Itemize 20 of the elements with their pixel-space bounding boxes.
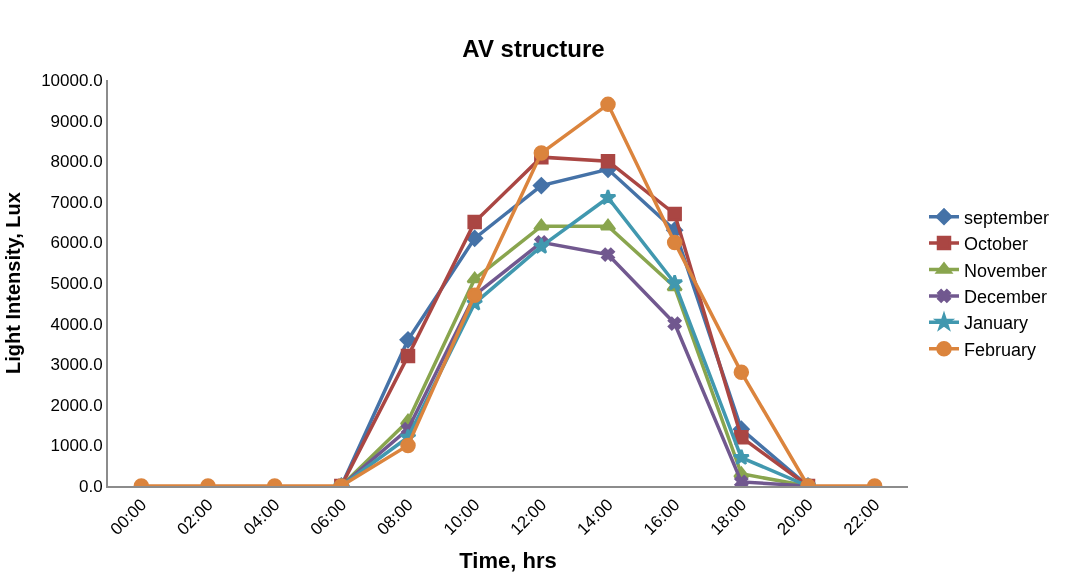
y-tick-label: 5000.0	[50, 273, 103, 293]
y-tick-label: 10000.0	[41, 70, 103, 90]
y-tick-label: 3000.0	[50, 355, 103, 375]
y-tick-label: 9000.0	[50, 111, 103, 131]
legend-label: september	[964, 207, 1050, 228]
y-tick-label: 0.0	[78, 476, 103, 496]
chart-title: AV structure	[462, 35, 605, 63]
y-tick-label: 4000.0	[50, 314, 103, 334]
y-tick-label: 8000.0	[50, 152, 103, 172]
y-axis-title: Light Intensity, Lux	[2, 192, 25, 374]
legend-label: January	[964, 313, 1029, 334]
y-tick-label: 2000.0	[50, 395, 103, 415]
legend-label: December	[964, 286, 1048, 307]
y-tick-label: 6000.0	[50, 233, 103, 253]
y-tick-label: 1000.0	[50, 436, 103, 456]
y-tick-label: 7000.0	[50, 192, 103, 212]
legend-label: October	[964, 234, 1029, 255]
legend-label: February	[964, 339, 1037, 360]
legend-label: November	[964, 260, 1048, 281]
x-axis-title: Time, hrs	[459, 548, 557, 574]
